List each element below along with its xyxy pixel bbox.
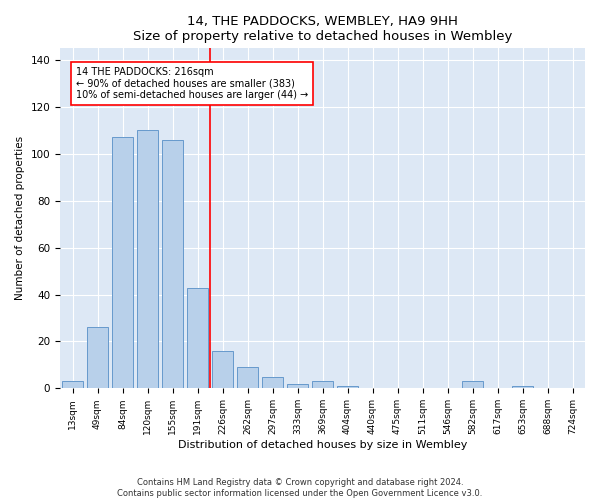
Text: Contains HM Land Registry data © Crown copyright and database right 2024.
Contai: Contains HM Land Registry data © Crown c…: [118, 478, 482, 498]
Text: 14 THE PADDOCKS: 216sqm
← 90% of detached houses are smaller (383)
10% of semi-d: 14 THE PADDOCKS: 216sqm ← 90% of detache…: [76, 67, 308, 100]
Bar: [162, 140, 183, 388]
Bar: [262, 376, 283, 388]
Bar: [512, 386, 533, 388]
Bar: [337, 386, 358, 388]
X-axis label: Distribution of detached houses by size in Wembley: Distribution of detached houses by size …: [178, 440, 467, 450]
Y-axis label: Number of detached properties: Number of detached properties: [15, 136, 25, 300]
Bar: [462, 382, 483, 388]
Bar: [112, 138, 133, 388]
Bar: [62, 382, 83, 388]
Title: 14, THE PADDOCKS, WEMBLEY, HA9 9HH
Size of property relative to detached houses : 14, THE PADDOCKS, WEMBLEY, HA9 9HH Size …: [133, 15, 512, 43]
Bar: [287, 384, 308, 388]
Bar: [137, 130, 158, 388]
Bar: [312, 382, 333, 388]
Bar: [212, 351, 233, 389]
Bar: [237, 367, 258, 388]
Bar: [187, 288, 208, 388]
Bar: [87, 328, 108, 388]
